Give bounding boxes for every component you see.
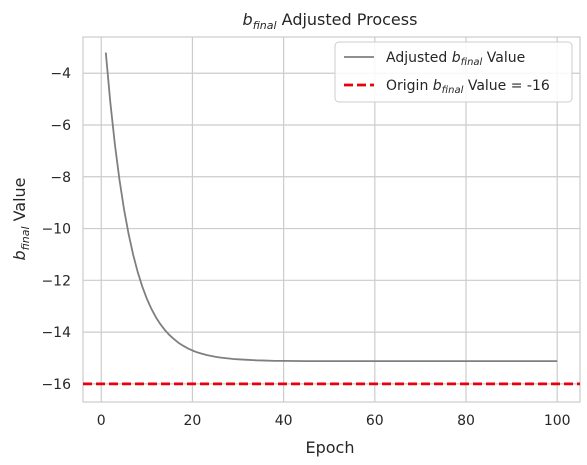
legend2-sub: final — [442, 85, 464, 96]
ylabel-b: b — [10, 250, 29, 260]
legend2-pre: Origin — [386, 78, 433, 94]
y-tick-label: −14 — [41, 325, 71, 341]
ylabel-rest: Value — [10, 177, 29, 226]
legend: Adjusted bfinal Value Origin bfinal Valu… — [334, 41, 573, 103]
title-b: b — [243, 10, 253, 29]
y-tick-label: −16 — [41, 377, 71, 393]
legend-label-adjusted: Adjusted bfinal Value — [386, 50, 525, 68]
y-axis-label: bfinal Value — [10, 177, 32, 260]
series-adjusted-line — [104, 52, 558, 362]
x-tick-label: 20 — [184, 413, 202, 429]
series-group — [83, 52, 580, 386]
y-tick-labels: −4 −6 −8 −10 −12 −14 −16 — [41, 66, 71, 393]
y-tick-label: −10 — [41, 222, 71, 238]
y-tick-label: −12 — [41, 273, 71, 289]
legend-label-origin: Origin bfinal Value = -16 — [386, 78, 550, 96]
legend-box — [334, 41, 573, 103]
x-tick-label: 100 — [544, 413, 571, 429]
y-tick-label: −6 — [50, 118, 71, 134]
x-tick-label: 0 — [97, 413, 106, 429]
title-rest: Adjusted Process — [277, 10, 418, 29]
legend2-b: b — [433, 78, 442, 94]
x-tick-labels: 0 20 40 60 80 100 — [97, 413, 571, 429]
y-tick-label: −4 — [50, 66, 71, 82]
legend1-pre: Adjusted — [386, 50, 452, 66]
title-sub: final — [253, 19, 277, 32]
x-tick-label: 60 — [366, 413, 384, 429]
y-tick-label: −8 — [50, 170, 71, 186]
legend1-sub: final — [461, 57, 483, 68]
x-tick-label: 80 — [457, 413, 475, 429]
ylabel-sub: final — [19, 227, 32, 251]
legend1-post: Value — [482, 50, 525, 66]
legend2-post: Value = -16 — [463, 78, 549, 94]
x-tick-label: 40 — [275, 413, 293, 429]
legend1-b: b — [452, 50, 461, 66]
x-axis-label: Epoch — [306, 438, 355, 457]
chart-title: bfinal Adjusted Process — [243, 10, 418, 32]
